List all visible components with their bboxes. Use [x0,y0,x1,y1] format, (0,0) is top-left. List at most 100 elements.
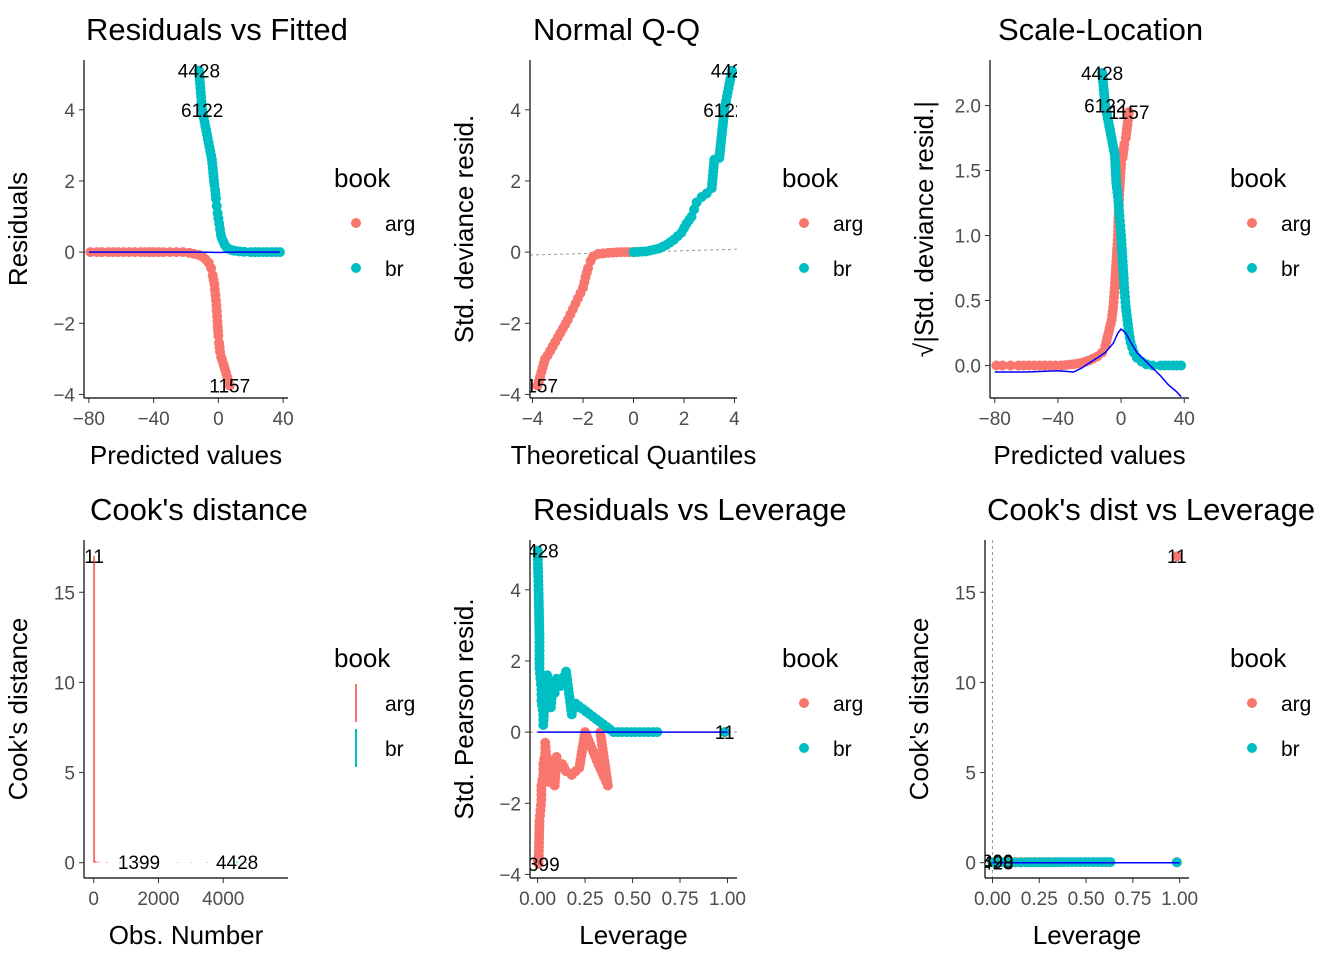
x-tick-label: 0 [88,889,99,910]
point-label: 1157 [1109,103,1150,124]
plot-area: 11 1399 4428 [84,547,258,874]
y-tick-label: 0 [510,723,521,744]
point-br [1099,96,1110,107]
x-tick-label: 4 [729,409,740,430]
legend-label-arg: arg [385,693,415,716]
point-label: 1157 [517,377,558,398]
point-arg [570,298,581,309]
point-label: 1399 [971,852,1013,873]
point-br [1123,323,1134,334]
x-tick-label: 0 [1116,409,1127,430]
point-label: 4428 [971,854,1013,875]
point-br [534,668,545,679]
point-br [1115,225,1126,236]
point-arg [570,766,581,777]
point-arg [1102,332,1113,343]
point-label: 4428 [216,853,258,874]
point-label: 6122 [703,101,745,122]
point-arg [1171,551,1182,562]
legend-label-br: br [385,258,404,281]
point-label: 6122 [181,101,223,122]
legend-label-arg: arg [1281,693,1311,716]
y-axis-title: Std. Pearson resid. [449,598,479,819]
x-tick-label: 0.75 [1114,889,1151,910]
point-br [534,658,545,669]
y-tick-label: 1.5 [955,162,981,183]
x-tick-label: 4000 [202,889,244,910]
y-axis-title: Cook's distance [904,618,934,801]
y-tick-label: 0 [510,243,521,264]
legend: book arg br [334,163,415,281]
legend-title: book [782,163,839,193]
point-arg [538,358,549,369]
x-tick-label: −4 [522,409,544,430]
x-tick-label: 0.25 [1021,889,1058,910]
x-tick-label: 40 [1174,409,1195,430]
series-arg [532,727,730,869]
y-tick-label: 2.0 [955,97,981,118]
series-br [532,545,730,738]
point-arg [565,309,576,320]
point-arg [611,247,622,258]
point-arg [1005,360,1016,371]
point-arg [1023,360,1034,371]
x-tick-label: 0.00 [519,889,556,910]
point-arg [581,267,592,278]
point-label: 6122 [1084,97,1126,118]
point-br [1120,297,1131,308]
x-axis-title: Theoretical Quantiles [511,440,757,470]
point-br [206,150,217,161]
point-arg [997,360,1008,371]
point-label: 4428 [711,62,753,83]
legend-label-br: br [833,738,852,761]
point-arg [1105,319,1116,330]
point-arg [210,295,221,306]
x-tick-label: 1.00 [709,889,746,910]
legend-label-br: br [385,738,404,761]
x-axis-title: Predicted values [993,440,1185,470]
point-br [1117,252,1128,263]
point-br [1112,187,1123,198]
y-axis-title: Cook's distance [3,618,33,801]
plot-area: 4428 6122 1157 [84,62,288,398]
x-tick-label: −80 [979,409,1011,430]
point-arg [212,316,223,327]
point-arg [598,248,609,259]
point-arg [213,326,224,337]
point-arg [1088,353,1099,364]
x-tick-label: −40 [1042,409,1074,430]
point-arg [575,288,586,299]
series-arg [532,247,639,391]
point-br [1147,360,1158,371]
legend-key-arg [351,218,361,228]
series-br [628,65,737,258]
series-br [176,861,257,863]
y-tick-label: 0 [64,854,75,875]
point-br [657,241,668,252]
legend: book arg br [1230,643,1311,761]
legend-key-br [799,743,809,753]
y-tick-label: −2 [53,314,75,335]
series-arg [987,551,1182,868]
panel-5: Residuals vs Leverage 4428 1399 11 0.00 0.25 0… [449,492,863,950]
point-br [208,175,219,186]
point-br [1114,206,1125,217]
x-tick-label: 1.00 [1161,889,1198,910]
y-tick-label: 15 [54,583,75,604]
panel-title: Cook's distance [90,492,308,527]
point-label: 1157 [209,377,250,398]
x-tick-label: 0.25 [567,889,604,910]
x-tick-label: 40 [273,409,294,430]
y-axis-title: Std. deviance resid. [449,115,479,343]
x-axis-title: Leverage [1033,920,1141,950]
point-br [636,246,647,257]
legend-title: book [334,643,391,673]
point-br [726,70,737,81]
y-tick-label: −4 [499,385,521,406]
x-tick-label: 0.50 [1068,889,1105,910]
point-arg [579,277,590,288]
point-br [210,189,221,200]
